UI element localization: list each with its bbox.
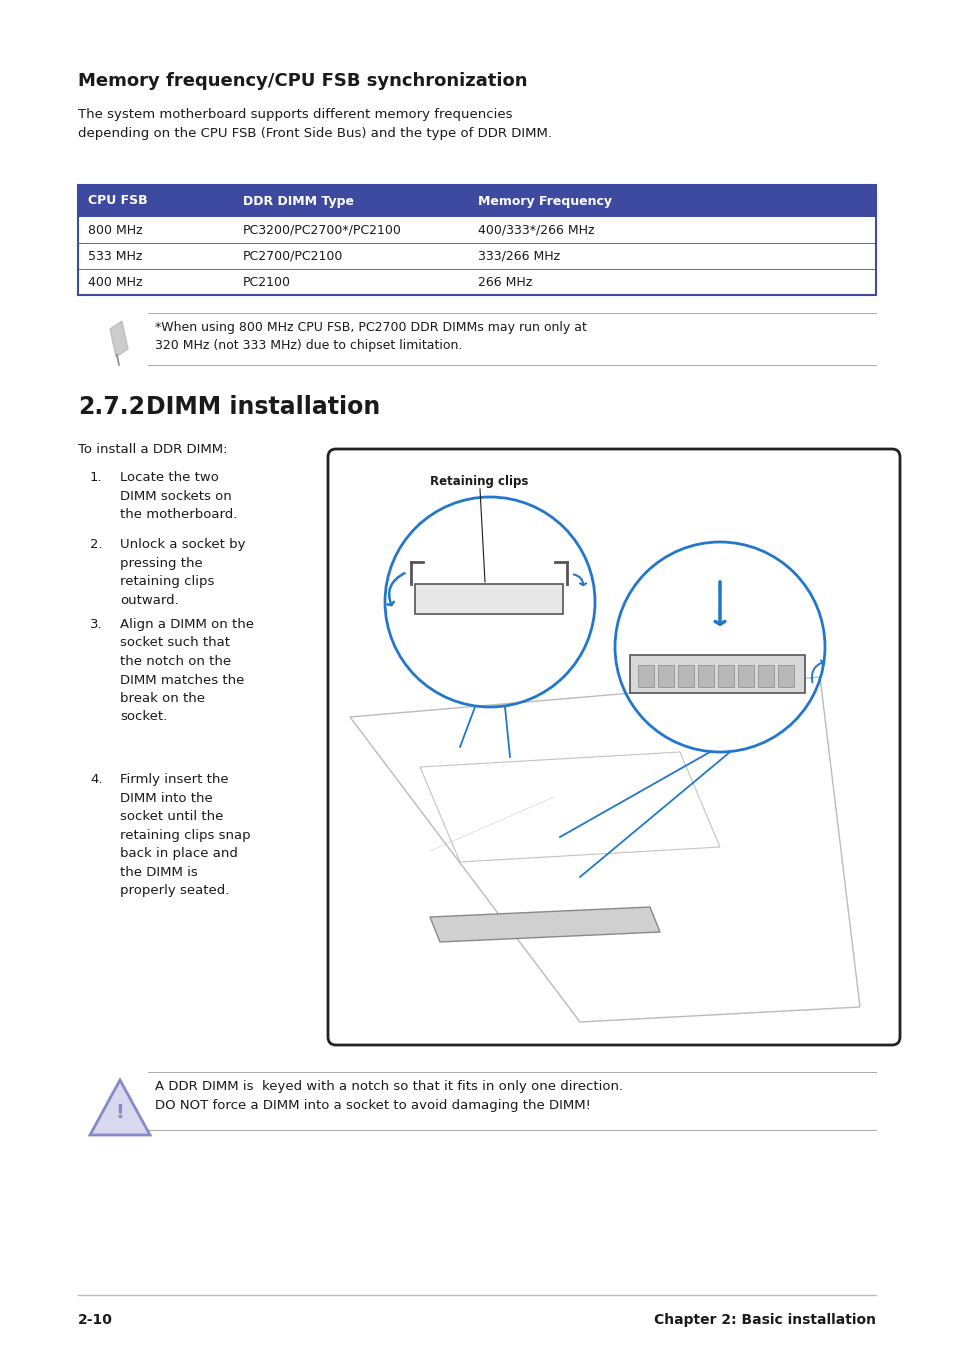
Polygon shape xyxy=(110,322,128,357)
Bar xyxy=(78,218,875,243)
Bar xyxy=(778,665,793,688)
Text: 3.: 3. xyxy=(90,617,103,631)
Text: 333/266 MHz: 333/266 MHz xyxy=(477,250,559,262)
Text: Chapter 2: Basic installation: Chapter 2: Basic installation xyxy=(654,1313,875,1327)
Bar xyxy=(718,665,733,688)
Text: 400 MHz: 400 MHz xyxy=(88,276,142,289)
Text: DDR DIMM Type: DDR DIMM Type xyxy=(243,195,354,208)
Text: A DDR DIMM is  keyed with a notch so that it fits in only one direction.
DO NOT : A DDR DIMM is keyed with a notch so that… xyxy=(154,1079,622,1112)
Text: Align a DIMM on the
socket such that
the notch on the
DIMM matches the
break on : Align a DIMM on the socket such that the… xyxy=(120,617,253,724)
Text: 2.7.2: 2.7.2 xyxy=(78,394,145,419)
Bar xyxy=(658,665,673,688)
Text: *When using 800 MHz CPU FSB, PC2700 DDR DIMMs may run only at
320 MHz (not 333 M: *When using 800 MHz CPU FSB, PC2700 DDR … xyxy=(154,322,586,353)
Text: 266 MHz: 266 MHz xyxy=(477,276,532,289)
Text: DIMM installation: DIMM installation xyxy=(146,394,380,419)
Text: PC2700/PC2100: PC2700/PC2100 xyxy=(243,250,343,262)
Text: 400/333*/266 MHz: 400/333*/266 MHz xyxy=(477,223,594,236)
Text: !: ! xyxy=(115,1104,124,1123)
Text: To install a DDR DIMM:: To install a DDR DIMM: xyxy=(78,443,227,457)
Text: Memory Frequency: Memory Frequency xyxy=(477,195,612,208)
Text: Firmly insert the
DIMM into the
socket until the
retaining clips snap
back in pl: Firmly insert the DIMM into the socket u… xyxy=(120,773,251,897)
Text: PC3200/PC2700*/PC2100: PC3200/PC2700*/PC2100 xyxy=(243,223,401,236)
Bar xyxy=(78,269,875,295)
Text: 533 MHz: 533 MHz xyxy=(88,250,142,262)
Bar xyxy=(78,243,875,269)
Text: CPU FSB: CPU FSB xyxy=(88,195,148,208)
FancyBboxPatch shape xyxy=(328,449,899,1046)
Polygon shape xyxy=(90,1079,150,1135)
Bar xyxy=(638,665,654,688)
Text: 2.: 2. xyxy=(90,538,103,551)
Bar xyxy=(758,665,773,688)
Text: Unlock a socket by
pressing the
retaining clips
outward.: Unlock a socket by pressing the retainin… xyxy=(120,538,245,607)
Text: 4.: 4. xyxy=(90,773,102,786)
Bar xyxy=(698,665,713,688)
Text: 2-10: 2-10 xyxy=(78,1313,112,1327)
Text: PC2100: PC2100 xyxy=(243,276,291,289)
Text: 800 MHz: 800 MHz xyxy=(88,223,143,236)
Text: Locate the two
DIMM sockets on
the motherboard.: Locate the two DIMM sockets on the mothe… xyxy=(120,471,237,521)
Bar xyxy=(415,584,562,613)
Bar xyxy=(78,185,875,218)
Bar xyxy=(78,185,875,295)
Text: Memory frequency/CPU FSB synchronization: Memory frequency/CPU FSB synchronization xyxy=(78,72,527,91)
Text: Retaining clips: Retaining clips xyxy=(430,476,528,488)
Bar xyxy=(678,665,693,688)
Bar xyxy=(629,655,804,693)
Text: The system motherboard supports different memory frequencies
depending on the CP: The system motherboard supports differen… xyxy=(78,108,552,139)
Text: 1.: 1. xyxy=(90,471,103,484)
Polygon shape xyxy=(430,907,659,942)
Bar xyxy=(738,665,753,688)
